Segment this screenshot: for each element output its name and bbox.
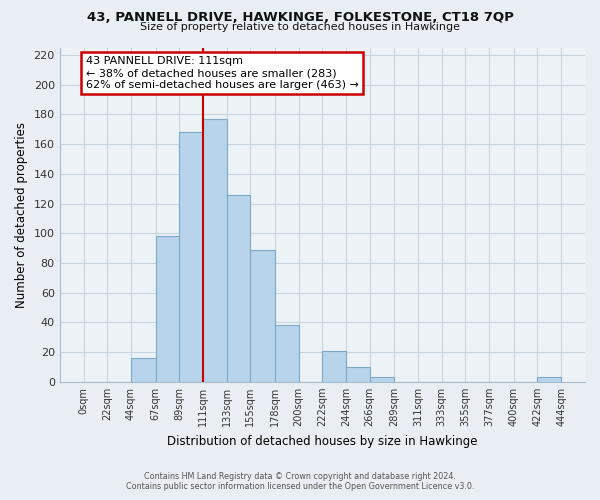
Text: Contains HM Land Registry data © Crown copyright and database right 2024.
Contai: Contains HM Land Registry data © Crown c… (126, 472, 474, 491)
Bar (250, 250, 275, 382)
Bar (131, 358, 155, 382)
Bar (227, 194, 250, 382)
Text: Size of property relative to detached houses in Hawkinge: Size of property relative to detached ho… (140, 22, 460, 32)
Bar (275, 326, 299, 382)
Bar (155, 236, 179, 382)
Bar (322, 350, 346, 382)
Y-axis label: Number of detached properties: Number of detached properties (15, 122, 28, 308)
X-axis label: Distribution of detached houses by size in Hawkinge: Distribution of detached houses by size … (167, 434, 478, 448)
Bar (370, 378, 394, 382)
Bar (346, 367, 370, 382)
Text: 43 PANNELL DRIVE: 111sqm
← 38% of detached houses are smaller (283)
62% of semi-: 43 PANNELL DRIVE: 111sqm ← 38% of detach… (86, 56, 359, 90)
Bar (538, 378, 561, 382)
Text: 43, PANNELL DRIVE, HAWKINGE, FOLKESTONE, CT18 7QP: 43, PANNELL DRIVE, HAWKINGE, FOLKESTONE,… (86, 11, 514, 24)
Bar (179, 132, 203, 382)
Bar (203, 119, 227, 382)
